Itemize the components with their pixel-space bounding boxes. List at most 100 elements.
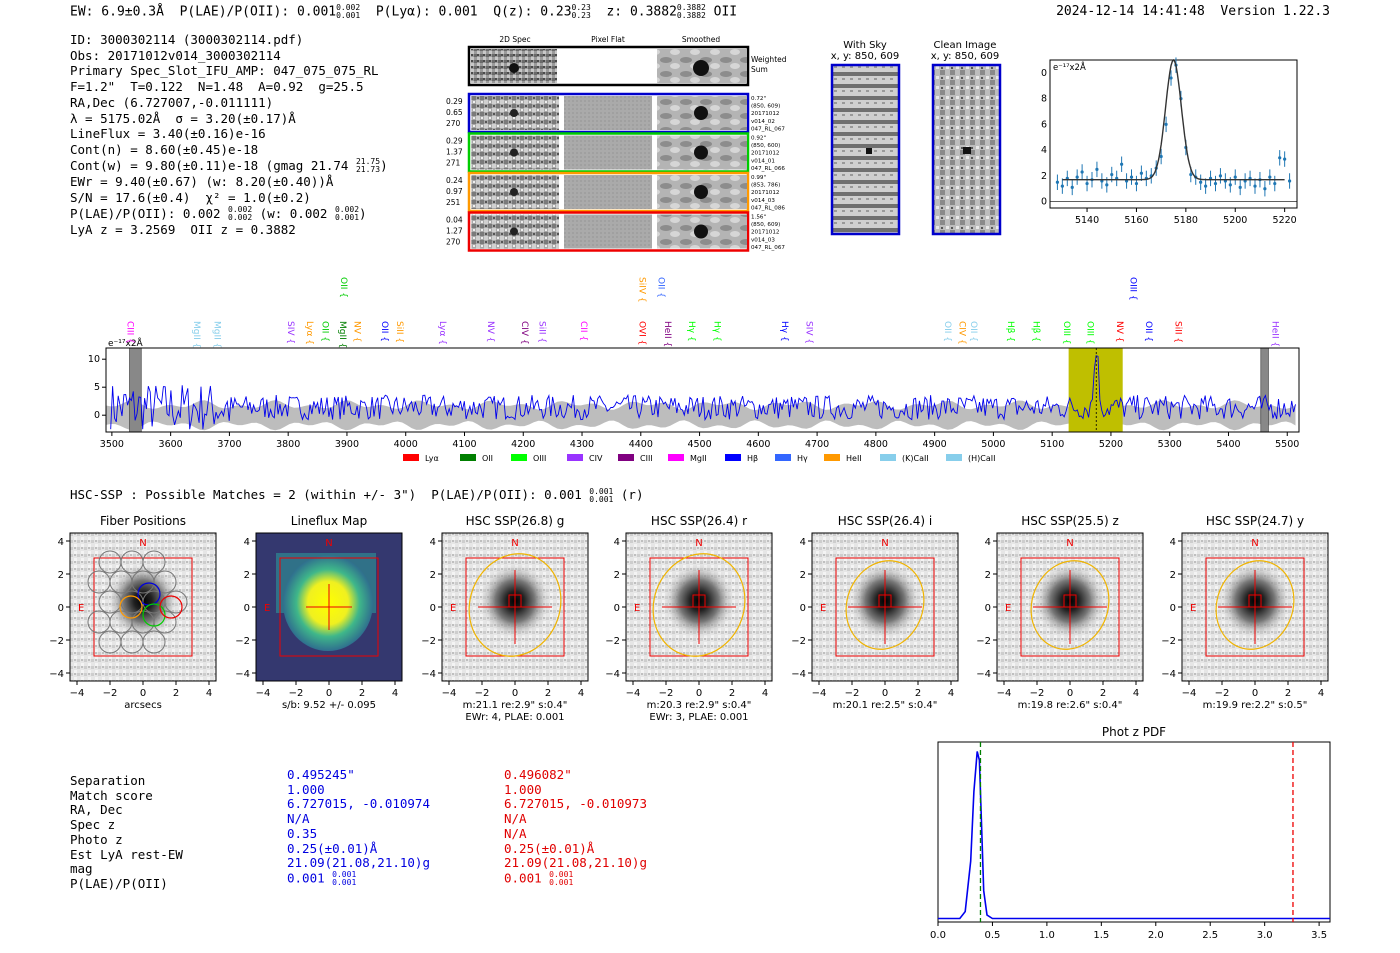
compass-east: E xyxy=(264,603,270,614)
spec-noise-band xyxy=(106,400,1296,431)
info-sn: S/N = 17.6(±0.4) χ² = 1.0(±0.2) xyxy=(70,189,311,205)
fiber-source-2d xyxy=(510,148,518,157)
zoom-data-point xyxy=(1228,183,1232,187)
fiber-right-label: v014_01 xyxy=(751,158,775,164)
spec-line-label: CIV { xyxy=(519,321,529,345)
zoom-data-point xyxy=(1273,181,1277,186)
match-value-row: N/A xyxy=(504,811,527,827)
hsc-panel-title: Fiber Positions xyxy=(100,514,186,528)
fiber-row-frame xyxy=(467,92,750,134)
fiber-row-3: 0.24 0.97 251 0.99" (853, 786)20171012 v014_0… xyxy=(446,171,785,213)
fiber-source-2d xyxy=(510,227,518,236)
full-spectrum-chart: 3500 3600 3700 3800 3900 4000 4100 4200 4300 4400… xyxy=(88,277,1300,463)
spec-legend-label: (H)CaII xyxy=(968,454,995,463)
hsc-xtick-label: 4 xyxy=(206,688,212,699)
summary-line: EW: 6.9±0.3Å P(LAE)/P(OII): 0.0010.002 0.… xyxy=(70,4,737,20)
fiber-source-smooth xyxy=(694,106,708,120)
fiber-row-frame xyxy=(467,211,750,252)
pdf-xtick-label: 3.5 xyxy=(1311,930,1327,941)
hsc-ytick-label: 2 xyxy=(614,570,620,581)
pdf-xtick-label: 0.5 xyxy=(984,930,1000,941)
hsc-ytick-label: −2 xyxy=(235,636,250,647)
compass-north: N xyxy=(1251,538,1258,549)
zoom-data-point xyxy=(1085,181,1089,186)
zoom-data-point xyxy=(1253,184,1257,188)
fiber-row-4: 0.04 1.27 270 1.56"(850, 609) 20171012v014_0… xyxy=(446,211,785,252)
match-value-row: 0.25(±0.01)Å xyxy=(287,840,378,856)
match-label-row: Est LyA rest-EW xyxy=(70,846,183,862)
hsc-search-box xyxy=(279,557,379,657)
spec-legend-label: Hβ xyxy=(747,454,758,463)
spec-legend-swatch xyxy=(946,454,962,461)
spec-ytick-label: 0 xyxy=(94,410,100,421)
fiber-source-2d xyxy=(510,109,518,117)
hsc-xtick-label: −2 xyxy=(659,688,674,699)
fiber-right-label: 20171012 xyxy=(751,190,779,196)
hsc-center-box xyxy=(692,594,706,608)
hsc-xtick-label: −4 xyxy=(70,688,85,699)
spec-line-label: MgII { xyxy=(337,321,347,348)
hsc-caption-1: m:21.1 re:2.9" s:0.4" xyxy=(463,700,568,711)
spec-xtick-label: 5100 xyxy=(1040,439,1064,450)
compass-east: E xyxy=(78,603,84,614)
spec-line-label: Hβ { xyxy=(1005,321,1015,342)
hsc-xtick-label: 4 xyxy=(762,688,768,699)
spec-line-label: NV { xyxy=(485,321,495,342)
hsc-xtick-label: 2 xyxy=(359,688,365,699)
zoom-xtick-label: 5200 xyxy=(1223,215,1247,226)
match-value-row: 21.09(21.08,21.10)g xyxy=(287,855,430,871)
spec-line-label: OVI { xyxy=(637,321,647,345)
hsc-panel-title: HSC SSP(26.4) i xyxy=(838,514,933,528)
info-contn: Cont(n) = 8.60(±0.45)e-18 xyxy=(70,141,259,157)
hsc-ytick-label: 4 xyxy=(985,537,991,548)
hsc-panel-title: HSC SSP(26.4) r xyxy=(651,514,747,528)
spec-legend-swatch xyxy=(725,454,741,461)
spec-line-label: Lyα { xyxy=(437,321,447,345)
hsc-ytick-label: −4 xyxy=(421,669,436,680)
lineflux-blob xyxy=(283,555,373,651)
match-value-row: N/A xyxy=(287,811,310,827)
compass-north: N xyxy=(695,538,702,549)
hsc-ytick-label: 4 xyxy=(430,537,436,548)
fiber-2dspec xyxy=(471,135,559,170)
hsc-ytick-label: 4 xyxy=(244,537,250,548)
hsc-ytick-label: 0 xyxy=(614,603,620,614)
hsc-xtick-label: 4 xyxy=(578,688,584,699)
fiber-source-smooth xyxy=(694,185,708,199)
zoom-data-point xyxy=(1199,180,1203,184)
hsc-xtick-label: −4 xyxy=(626,688,641,699)
fiber-right-label: v014_03 xyxy=(751,237,775,243)
pdf-xtick-label: 2.5 xyxy=(1202,930,1218,941)
fiber-right-label: 047_RL_086 xyxy=(751,205,785,211)
spec-xtick-label: 4200 xyxy=(511,439,535,450)
zoom-ytick-label: 10 xyxy=(1040,68,1047,79)
spec-line-label: OII { xyxy=(379,321,389,342)
spec-xtick-label: 4000 xyxy=(394,439,418,450)
match-label-row: Spec z xyxy=(70,817,116,833)
zoom-data-point xyxy=(1238,185,1242,190)
fiber-left-label: 0.04 xyxy=(446,216,463,225)
hsc-ytick-label: 4 xyxy=(1170,537,1176,548)
pdf-xtick-label: 1.5 xyxy=(1093,930,1109,941)
hsc-panel-7: HSC SSP(24.7) y N E 4 −4 2 −2 0 0 −2 2 −4 4 m:19.9 re… xyxy=(1161,514,1329,711)
spec-legend-swatch xyxy=(511,454,527,461)
hsc-ytick-label: −2 xyxy=(976,636,991,647)
hsc-caption-1: arcsecs xyxy=(124,700,162,711)
hsc-caption-2: EWr: 3, PLAE: 0.001 xyxy=(649,712,748,723)
zoom-data-point xyxy=(1120,162,1124,166)
fiber-smoothed xyxy=(657,175,747,209)
pdf-xtick-label: 2.0 xyxy=(1148,930,1164,941)
zoom-data-point xyxy=(1218,174,1223,178)
zoom-data-point xyxy=(1055,180,1060,184)
fiber-pixelflat xyxy=(564,96,652,130)
zoom-ytick-label: 0 xyxy=(1041,197,1047,208)
info-contw: Cont(w) = 9.80(±0.11)e-18 (gmag 21.74 21… xyxy=(70,157,388,175)
spec-line-label: SIV { xyxy=(285,321,295,344)
spec-line-label: OII { xyxy=(942,321,952,342)
spec-ytick-label: 5 xyxy=(94,382,100,393)
spec-legend-label: CIV xyxy=(589,454,603,463)
spec-xtick-label: 5000 xyxy=(981,439,1005,450)
info-plae: P(LAE)/P(OII): 0.002 0.002 0.002 (w: 0.00… xyxy=(70,205,367,223)
spec-legend-label: (K)CaII xyxy=(902,454,929,463)
fiber-pixelflat xyxy=(564,214,652,249)
